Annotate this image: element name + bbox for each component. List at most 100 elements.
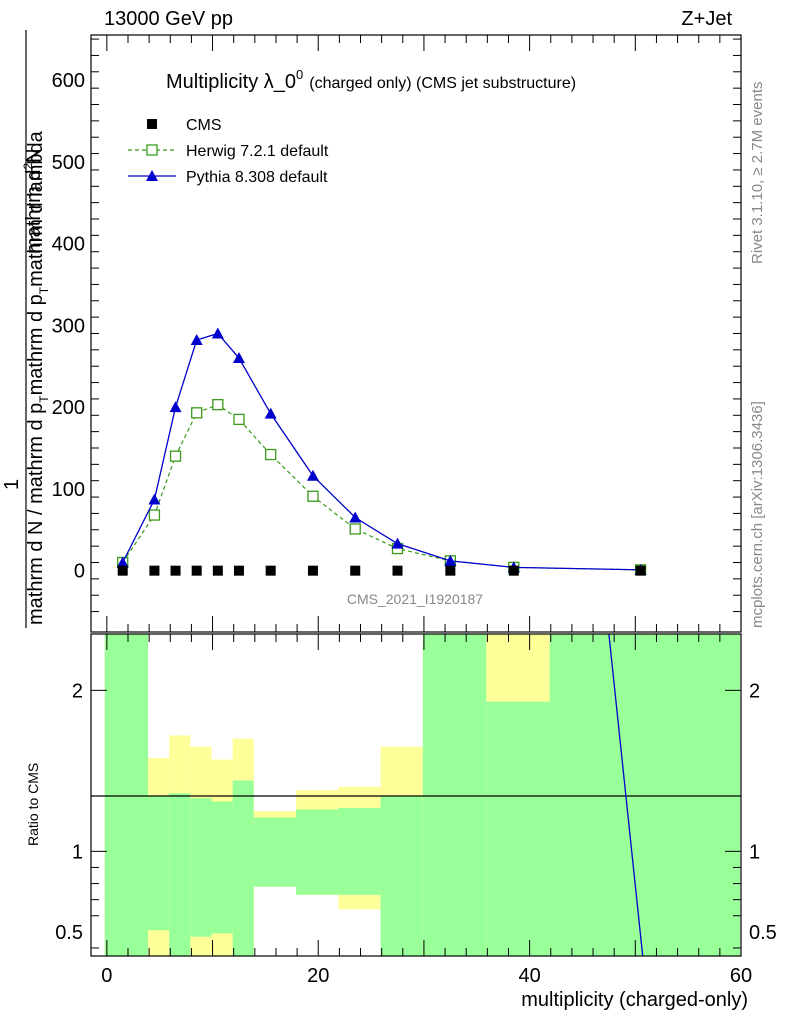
cms-point	[307, 565, 318, 576]
ylabel-denominator: mathrm d N / mathrm d pTmathrm d pTmathr…	[25, 130, 51, 625]
pythia-point	[232, 352, 245, 364]
y-tick-label: 400	[52, 234, 85, 256]
cms-point	[392, 565, 403, 576]
chart-title: Multiplicity λ_00 (charged only) (CMS jet…	[166, 67, 576, 93]
collision-label: 13000 GeV pp	[104, 8, 233, 30]
pythia-point	[264, 407, 277, 419]
analysis-watermark: CMS_2021_I1920187	[347, 591, 483, 607]
lower-panel: 0 20 40 60 0.5 0.5 1 1 2 2 Ratio to CMS multiplic…	[25, 633, 777, 1011]
ratio-band-green	[486, 701, 550, 956]
cms-point	[508, 565, 519, 576]
legend-herwig-label: Herwig 7.2.1 default	[186, 143, 329, 160]
cms-point	[445, 565, 456, 576]
herwig-point	[233, 413, 245, 426]
pythia-point	[190, 334, 203, 346]
herwig-point	[148, 509, 161, 521]
herwig-point	[212, 398, 224, 411]
ratio-band-green	[422, 634, 487, 956]
cms-point	[117, 565, 128, 576]
y-tick-label: 0	[74, 561, 85, 583]
lower-frame	[90, 633, 742, 957]
cms-point	[212, 565, 223, 576]
rivet-label: Rivet 3.1.10, ≥ 2.7M events	[749, 82, 766, 265]
ylabel-den-c: mathrm d lambda	[25, 130, 47, 286]
pythia-point	[169, 401, 182, 413]
ylabel-den-sub2: T	[37, 286, 51, 294]
ylabel-den-a: mathrm d N / mathrm d p	[25, 403, 47, 625]
upper-ylabel: 1 mathrm d2N mathrm d N / mathrm d pTmat…	[1, 30, 51, 628]
ratio-band-green	[232, 780, 254, 956]
legend-pythia-marker	[146, 170, 158, 181]
y-tick-label: 500	[52, 152, 85, 174]
pythia-point	[391, 537, 404, 549]
title-suffix: (charged only) (CMS jet substructure)	[309, 75, 576, 92]
ratio-y-label-left: 1	[72, 841, 83, 863]
herwig-point	[307, 490, 319, 502]
ratio-band-green	[338, 807, 381, 895]
ratio-band-green	[104, 634, 149, 956]
ylabel-num-b: N	[23, 148, 45, 162]
ratio-band-green	[148, 796, 170, 931]
ylabel-num-sup: 2	[21, 163, 35, 170]
legend: CMS Herwig 7.2.1 default Pythia 8.308 de…	[128, 117, 329, 186]
herwig-point	[169, 450, 182, 462]
pythia-point	[211, 327, 224, 339]
ratio-ylabel: Ratio to CMS	[25, 763, 41, 846]
upper-panel: 0 100 200 300 400 500 600 CMS_2021_I1920187 Mu…	[52, 34, 742, 633]
pythia-point	[306, 469, 319, 481]
cms-point	[191, 565, 202, 576]
ratio-y-label-left: 2	[72, 680, 83, 702]
x-tick-label: 60	[730, 965, 752, 987]
cms-point	[265, 565, 276, 576]
x-tick-label: 0	[101, 965, 112, 987]
ylabel-num-a: mathrm d	[23, 170, 45, 254]
herwig-point	[191, 407, 203, 419]
herwig-point	[265, 448, 277, 461]
ylabel-den-b: mathrm d p	[25, 294, 47, 395]
y-tick-label: 100	[52, 479, 85, 501]
pythia-point	[349, 511, 362, 523]
pythia-point	[148, 493, 161, 505]
cms-point	[170, 565, 181, 576]
herwig-point	[349, 523, 361, 535]
process-label: Z+Jet	[681, 8, 732, 30]
ylabel-numerator: mathrm d2N	[21, 148, 45, 254]
ratio-band-green	[296, 809, 339, 895]
herwig-series	[117, 398, 647, 576]
ratio-y-label-left: 0.5	[55, 922, 83, 944]
pythia-point	[444, 554, 457, 566]
ratio-y-label-right: 1	[749, 841, 760, 863]
ratio-band-green	[190, 798, 212, 937]
ratio-y-label-right: 2	[749, 680, 760, 702]
ratio-band-green	[169, 793, 191, 956]
mcplots-label: mcplots.cern.ch [arXiv:1306.3436]	[749, 401, 766, 628]
ratio-band-green	[549, 634, 740, 956]
cms-point	[350, 565, 361, 576]
ylabel-frac-top: 1	[1, 479, 23, 490]
x-axis-label: multiplicity (charged-only)	[521, 989, 748, 1011]
pythia-ratio-line	[608, 633, 644, 957]
cms-point	[635, 565, 646, 576]
legend-cms-marker	[147, 119, 157, 129]
cms-point	[233, 565, 244, 576]
cms-point	[149, 565, 160, 576]
pythia-line	[122, 332, 641, 571]
upper-ticks: 0 100 200 300 400 500 600	[52, 35, 742, 632]
cms-series	[117, 565, 646, 576]
y-tick-label: 600	[52, 70, 85, 92]
y-tick-label: 200	[52, 397, 85, 419]
x-tick-label: 20	[307, 965, 329, 987]
ratio-band-green	[253, 817, 297, 887]
ylabel-den-sub: T	[37, 395, 51, 403]
title-sup: 0	[296, 67, 303, 82]
legend-pythia-label: Pythia 8.308 default	[186, 169, 328, 186]
legend-herwig-marker	[146, 144, 158, 156]
lower-ticks: 0 20 40 60 0.5 0.5 1 1 2 2	[55, 634, 777, 987]
x-tick-label: 40	[518, 965, 540, 987]
legend-cms-label: CMS	[186, 117, 222, 134]
ratio-y-label-right: 0.5	[749, 922, 777, 944]
y-tick-label: 300	[52, 315, 85, 337]
pythia-series	[116, 327, 647, 575]
title-main: Multiplicity λ_0	[166, 71, 296, 93]
